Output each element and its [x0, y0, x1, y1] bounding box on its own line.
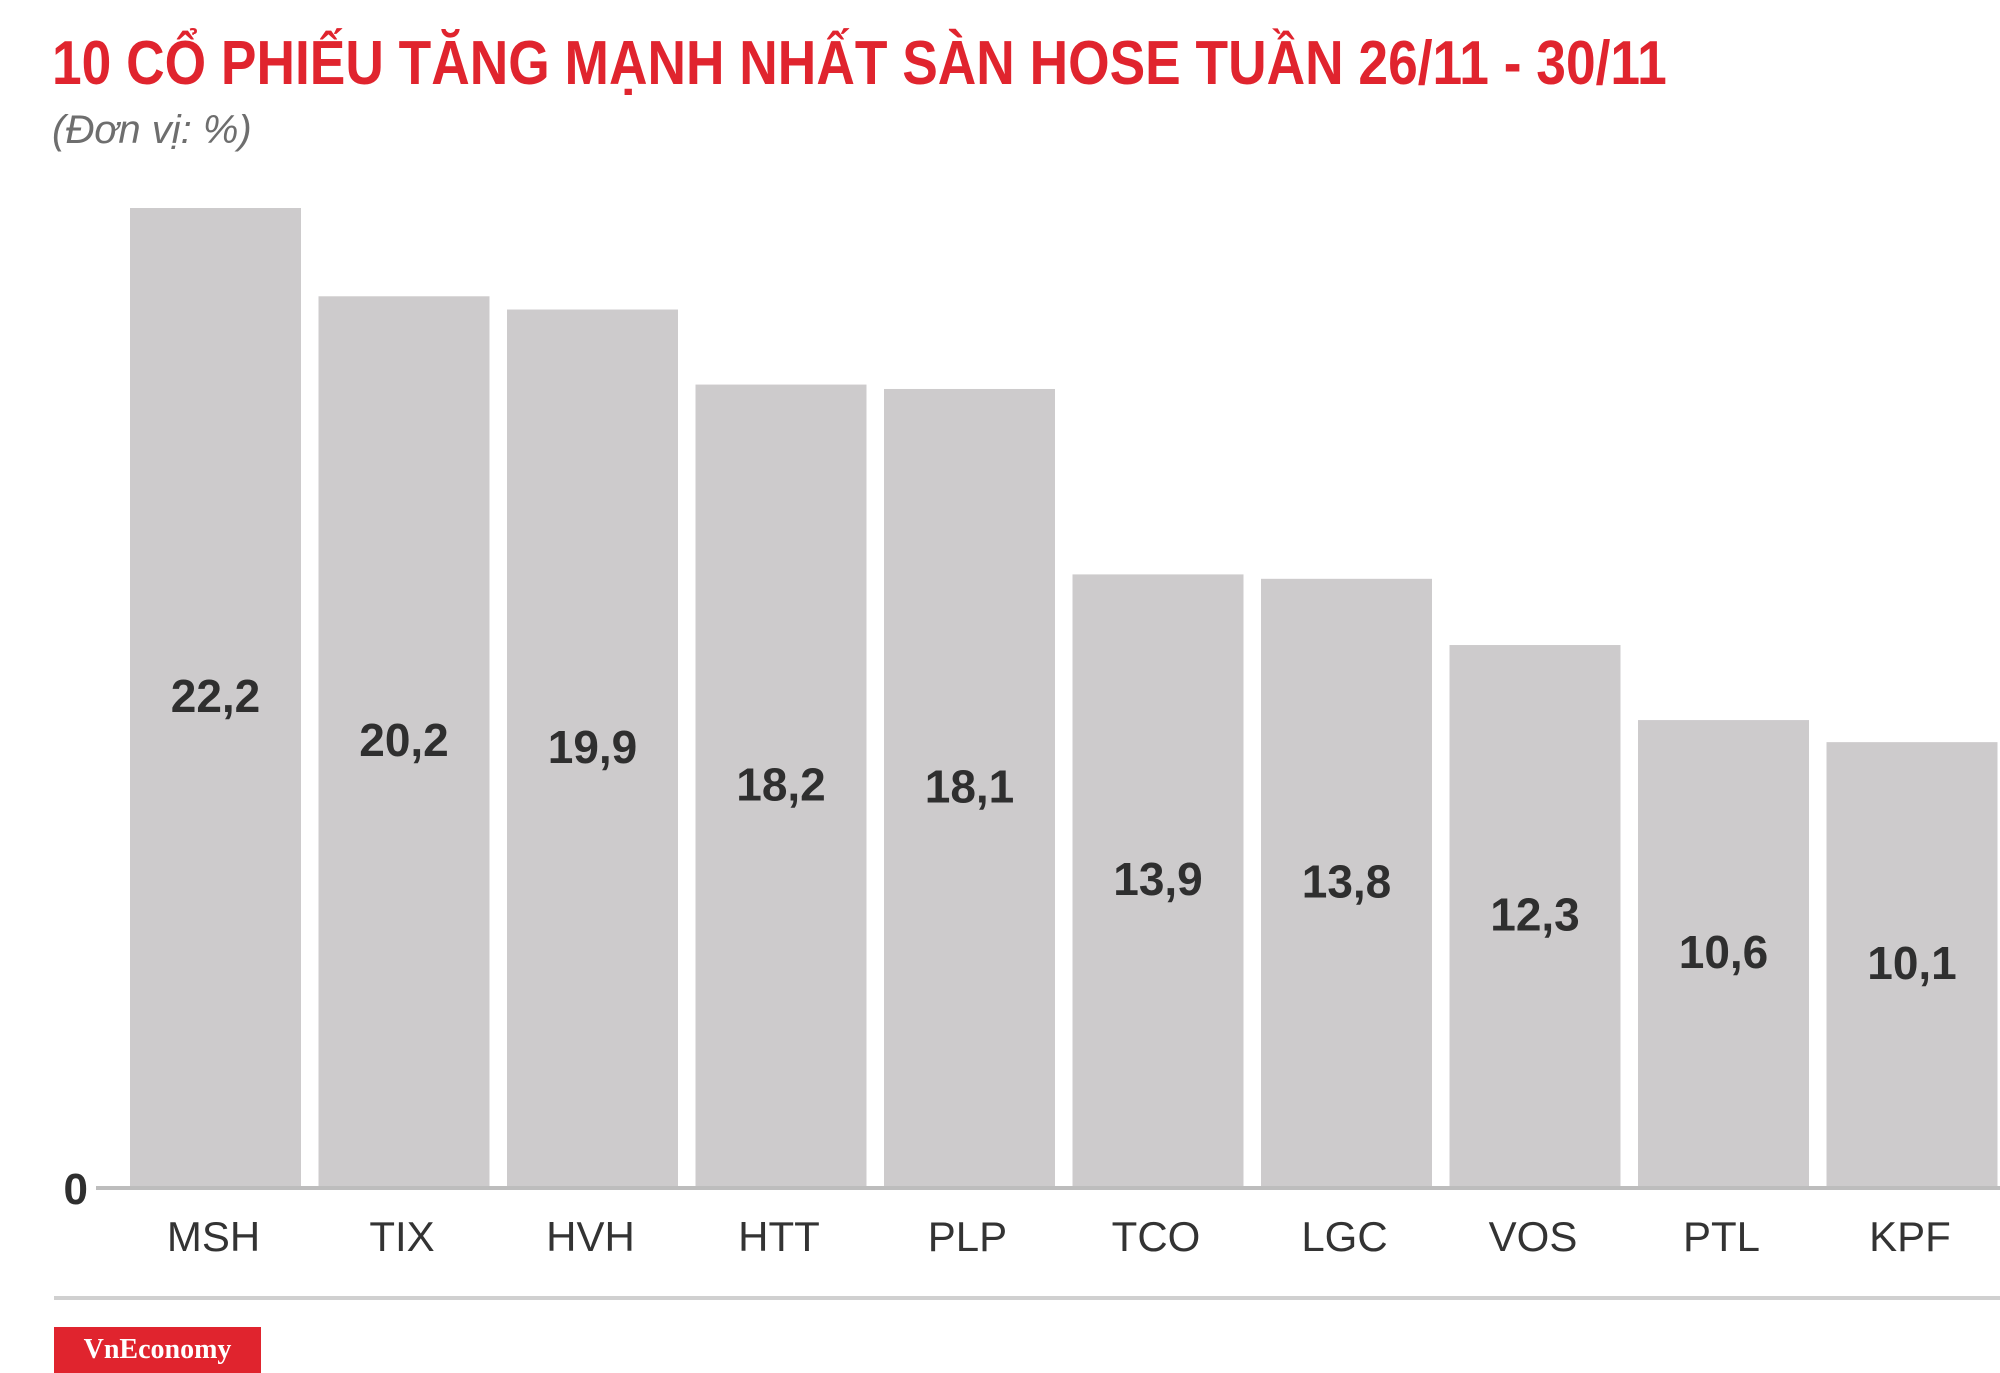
value-label: 13,9 — [1113, 853, 1203, 905]
value-label: 12,3 — [1490, 889, 1580, 941]
category-label: PLP — [928, 1213, 1007, 1260]
footer-divider — [54, 1296, 2000, 1300]
value-label: 10,1 — [1867, 937, 1957, 989]
category-label: TIX — [369, 1213, 434, 1260]
category-label: HVH — [546, 1213, 635, 1260]
value-label: 18,2 — [736, 758, 826, 810]
brand-logo: VnEconomy — [54, 1327, 261, 1373]
value-label: 22,2 — [171, 670, 261, 722]
bar-vos — [1449, 645, 1621, 1188]
bar-kpf — [1826, 742, 1998, 1188]
bar-tco — [1072, 574, 1244, 1188]
y-tick-label: 0 — [64, 1165, 88, 1214]
bar-htt — [695, 384, 867, 1189]
chart-title: 10 CỔ PHIẾU TĂNG MẠNH NHẤT SÀN HOSE TUẦN… — [52, 29, 1667, 98]
bar-ptl — [1638, 720, 1809, 1188]
bar-plp — [884, 388, 1055, 1189]
chart-subtitle: (Đơn vị: %) — [52, 108, 252, 152]
value-label: 19,9 — [548, 721, 638, 773]
category-label: KPF — [1869, 1213, 1951, 1260]
category-label: LGC — [1301, 1213, 1387, 1260]
value-label: 10,6 — [1679, 926, 1769, 978]
category-label: TCO — [1112, 1213, 1201, 1260]
category-label: MSH — [167, 1213, 260, 1260]
bar-tix — [318, 296, 490, 1188]
value-label: 13,8 — [1302, 855, 1392, 907]
category-label: HTT — [738, 1213, 820, 1260]
category-label: VOS — [1489, 1213, 1578, 1260]
category-label: PTL — [1683, 1213, 1760, 1260]
bar-lgc — [1261, 578, 1432, 1188]
bar-hvh — [507, 309, 678, 1189]
value-label: 18,1 — [925, 760, 1015, 812]
value-label: 20,2 — [359, 714, 449, 766]
bar-chart: 22,2 MSH 20,2 TIX 19,9 HVH 18,2 HTT 18,1 PLP 13,9 T… — [64, 208, 2000, 1260]
bar-msh — [130, 208, 301, 1188]
